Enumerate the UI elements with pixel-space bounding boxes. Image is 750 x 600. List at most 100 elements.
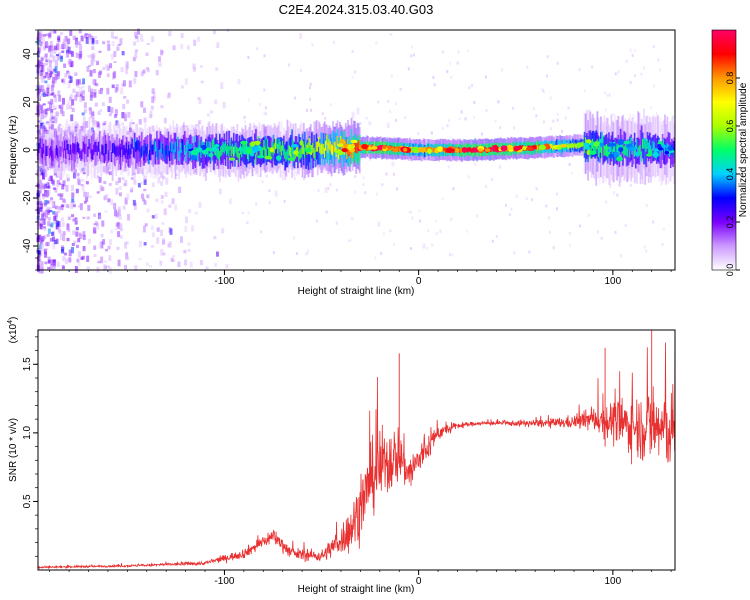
spectrogram-cell [41,37,45,45]
spectrogram-cell [146,43,150,46]
spectrogram-cell [69,61,73,68]
spectrogram-cell [74,220,78,225]
spectrogram-cell [206,141,208,152]
spectrogram-cell [321,143,324,154]
spectrogram-cell [499,126,502,130]
spectrogram-blob [623,140,631,145]
spectrogram-blob [370,145,378,150]
spectrogram-cell [556,207,559,211]
spectrogram-cell [150,140,153,152]
spectrogram-cell [59,146,62,157]
spectrogram-cell [169,162,173,166]
spectrogram-cell [307,143,310,170]
spectrogram-cell [269,147,271,158]
spectrogram-cell [72,88,76,93]
spectrogram-cell [47,145,50,156]
spectrogram-x-tick-label: -100 [214,276,234,287]
spectrogram-cell [188,209,192,213]
spectrogram-blob [200,144,207,150]
spectrogram-cell [98,215,102,219]
spectrogram-cell [106,87,110,95]
spectrogram-cell [464,117,467,121]
spectrogram-cell [638,145,641,156]
spectrogram-cell [81,112,85,116]
spectrogram-cell [336,165,339,169]
spectrogram-cell [49,67,53,71]
spectrogram-cell [67,46,71,54]
spectrogram-cell [243,120,246,124]
spectrogram-cell [256,47,259,51]
spectrogram-cell [119,38,123,45]
spectrogram-cell [439,229,442,233]
spectrogram-cell [47,217,51,221]
spectrogram-cell [41,213,45,221]
spectrogram-cell [566,142,569,148]
spectrogram-cell [165,145,168,156]
spectrogram-cell [72,230,76,235]
spectrogram-cell [578,68,581,72]
spectrogram-cell [42,68,46,74]
spectrogram-cell [484,137,487,141]
spectrogram-cell [619,254,622,258]
spectrogram-cell [100,241,104,249]
spectrogram-cell [82,172,86,175]
spectrogram-cell [357,141,360,152]
spectrogram-cell [89,108,93,115]
spectrogram-blob [290,144,299,148]
spectrogram-cell [62,78,66,85]
spectrogram-cell [151,90,155,94]
spectrogram-cell [116,145,119,156]
spectrogram-blob [228,157,236,161]
spectrogram-cell [387,99,390,103]
spectrogram-cell [211,139,214,150]
spectrogram-cell [64,73,68,78]
spectrogram-cell [634,74,637,78]
spectrogram-cell [99,70,103,75]
spectrogram-blob [593,141,601,147]
spectrogram-cell [556,61,559,65]
spectrogram-cell [548,216,551,220]
spectrogram-cell [93,229,97,234]
spectrogram-cell [81,179,85,182]
spectrogram-cell [205,266,209,270]
spectrogram-cell [57,126,61,132]
spectrogram-cell [203,142,206,169]
spectrogram-cell [132,131,135,158]
spectrogram-cell [58,141,60,168]
spectrogram-cell [130,177,134,180]
spectrogram-cell [38,187,42,194]
spectrogram-cell [510,207,513,211]
spectrogram-cell [450,76,453,80]
spectrogram-cell [55,226,59,230]
spectrogram-cell [303,177,306,181]
snr-series-line [37,340,676,570]
spectrogram-cell [135,141,137,152]
spectrogram-cell [175,173,179,176]
spectrogram-cell [605,126,608,130]
spectrogram-cell [570,171,573,175]
spectrogram-cell [117,209,121,216]
spectrogram-cell [359,122,362,126]
spectrogram-cell [327,187,330,191]
spectrogram-cell [333,142,335,153]
spectrogram-cell [47,75,51,79]
spectrogram-cell [156,130,158,157]
spectrogram-cell [358,168,361,172]
spectrogram-cell [201,142,204,169]
spectrogram-cell [155,198,159,203]
spectrogram-cell [44,53,48,58]
spectrogram-cell [133,77,137,84]
spectrogram-cell [121,177,125,180]
spectrogram-cell [74,72,78,76]
spectrogram-cell [126,131,130,135]
spectrogram-cell [206,113,210,117]
spectrogram-cell [129,127,133,133]
spectrogram-cell [450,217,453,221]
spectrogram-cell [41,135,45,139]
spectrogram-cell [80,35,84,42]
spectrogram-cell [319,142,321,153]
spectrogram-cell [158,139,161,151]
spectrogram-blob [341,147,348,153]
spectrogram-cell [179,236,183,243]
spectrogram-cell [200,80,204,84]
